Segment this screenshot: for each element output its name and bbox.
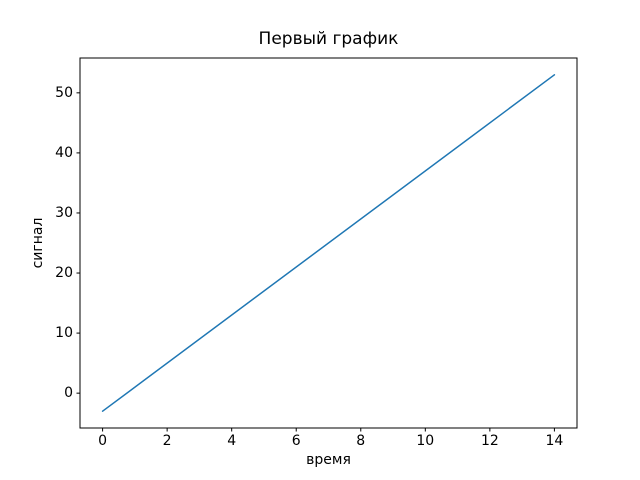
y-tick-label: 0: [64, 385, 73, 402]
y-tick-label: 10: [55, 325, 73, 342]
x-tick-label: 0: [98, 433, 108, 449]
y-axis-label: сигнал: [30, 217, 46, 269]
x-tick-label: 10: [416, 433, 435, 449]
line-series: [101, 74, 556, 412]
y-tick-label: 30: [55, 204, 73, 221]
x-tick-label: 8: [356, 433, 366, 449]
x-tick-label: 14: [545, 433, 564, 449]
y-tick-label: 40: [55, 144, 73, 161]
x-tick-label: 2: [162, 433, 172, 449]
x-tick-label: 6: [291, 433, 301, 449]
y-tick-label: 20: [55, 265, 73, 282]
x-axis-label: время: [306, 452, 351, 468]
x-tick-label: 4: [227, 433, 237, 449]
x-tick-label: 12: [480, 433, 499, 449]
chart-title: Первый график: [258, 29, 399, 49]
y-tick-label: 50: [55, 84, 73, 101]
